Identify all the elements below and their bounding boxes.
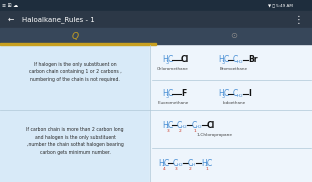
Text: Cl: Cl <box>207 120 215 130</box>
Text: If halogen is the only substituent on
carbon chain containing 1 or 2 carbons ,
n: If halogen is the only substituent on ca… <box>29 62 121 82</box>
Text: ←: ← <box>8 15 14 24</box>
Text: If carbon chain is more than 2 carbon long
and halogen is the only substituent
,: If carbon chain is more than 2 carbon lo… <box>26 127 124 155</box>
Text: 2: 2 <box>180 163 183 167</box>
Bar <box>150 45 312 110</box>
Text: C: C <box>207 159 212 167</box>
Text: Chloromethane: Chloromethane <box>157 67 189 71</box>
Text: H: H <box>218 90 224 98</box>
Text: H: H <box>192 163 195 167</box>
Text: Fluoromethane: Fluoromethane <box>157 101 189 105</box>
Text: 1: 1 <box>194 128 196 132</box>
Text: C: C <box>168 120 173 130</box>
Text: C: C <box>233 56 238 64</box>
Text: Haloalkane_Rules - 1: Haloalkane_Rules - 1 <box>22 16 95 23</box>
Text: ≡ ⊞ ☁: ≡ ⊞ ☁ <box>2 3 18 8</box>
Bar <box>0 43 156 45</box>
Text: C: C <box>177 120 182 130</box>
Text: Iodoethane: Iodoethane <box>222 101 246 105</box>
Text: C: C <box>224 56 229 64</box>
Text: ⋮: ⋮ <box>293 15 303 25</box>
Text: H: H <box>196 125 199 129</box>
Text: 2: 2 <box>184 125 187 129</box>
Bar <box>0 28 312 44</box>
Text: H: H <box>158 159 164 167</box>
Text: H: H <box>181 125 184 129</box>
Text: 2: 2 <box>240 60 243 64</box>
Text: 4: 4 <box>163 167 165 171</box>
Text: 2: 2 <box>179 128 181 132</box>
Text: 3: 3 <box>167 128 169 132</box>
Text: H: H <box>201 159 207 167</box>
Text: Bromoethane: Bromoethane <box>220 67 248 71</box>
Text: I: I <box>248 90 251 98</box>
Text: 3: 3 <box>222 60 225 64</box>
Text: 3: 3 <box>165 94 168 98</box>
Text: 2: 2 <box>240 94 243 98</box>
Text: 3: 3 <box>204 163 207 167</box>
Text: 3: 3 <box>222 94 225 98</box>
Text: H: H <box>218 56 224 64</box>
Text: H: H <box>177 163 180 167</box>
Text: 2: 2 <box>189 167 191 171</box>
Text: F: F <box>181 90 186 98</box>
Text: C: C <box>173 159 178 167</box>
Text: C: C <box>168 90 173 98</box>
Text: C: C <box>224 90 229 98</box>
Text: 3: 3 <box>162 163 165 167</box>
Bar <box>0 0 312 11</box>
Text: H: H <box>162 90 168 98</box>
Text: H: H <box>237 94 240 98</box>
Text: H: H <box>162 120 168 130</box>
Bar <box>0 110 150 182</box>
Text: Br: Br <box>248 56 257 64</box>
Text: H: H <box>162 56 168 64</box>
Text: 3: 3 <box>165 60 168 64</box>
Text: Cl: Cl <box>181 56 189 64</box>
Text: 1-Chloropropane: 1-Chloropropane <box>197 133 233 137</box>
Text: ▼ 🔋 5:49 AM: ▼ 🔋 5:49 AM <box>268 3 293 7</box>
Text: 2: 2 <box>199 125 202 129</box>
Text: C: C <box>168 56 173 64</box>
Text: 1: 1 <box>206 167 208 171</box>
Text: H: H <box>237 60 240 64</box>
Text: C: C <box>233 90 238 98</box>
Text: C: C <box>192 120 197 130</box>
Bar <box>0 45 150 110</box>
Text: C: C <box>188 159 193 167</box>
Text: Q: Q <box>71 31 79 41</box>
Bar <box>0 11 312 28</box>
Text: 3: 3 <box>165 124 168 130</box>
Text: ⊙: ⊙ <box>231 31 237 41</box>
Text: C: C <box>164 159 169 167</box>
Text: 3: 3 <box>175 167 178 171</box>
Bar <box>150 110 312 182</box>
